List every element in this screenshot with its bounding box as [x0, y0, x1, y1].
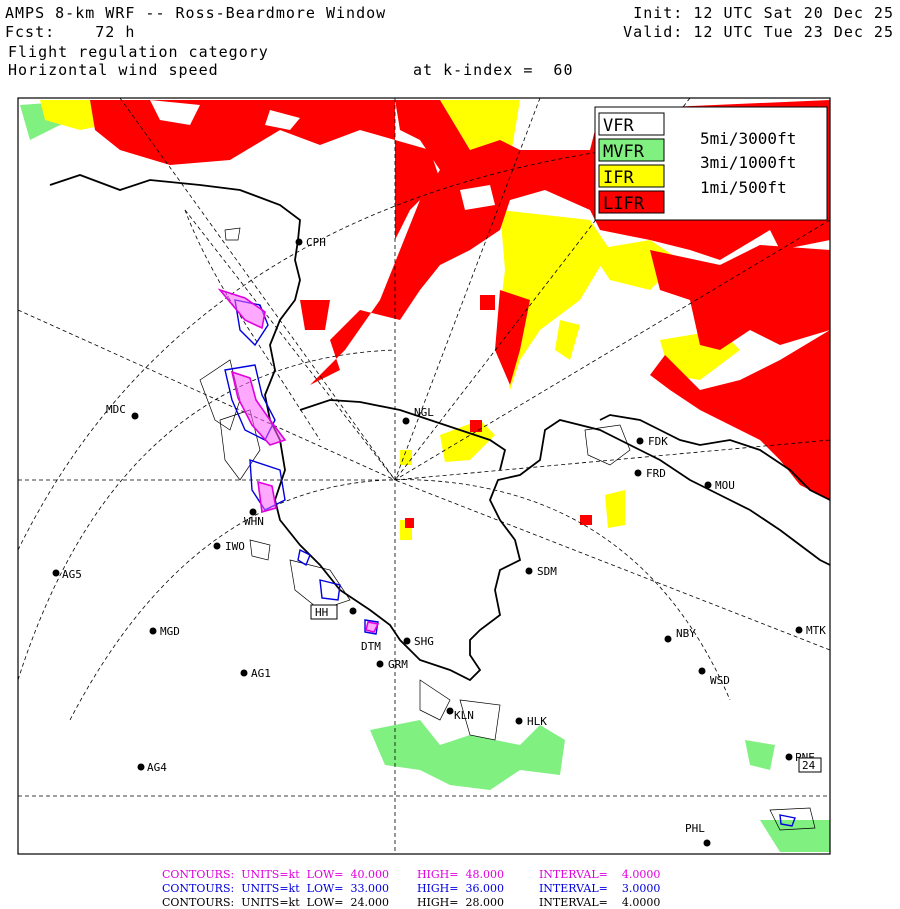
legend-swatch-lifr: [598, 190, 665, 214]
station-label-mgd: MGD: [160, 625, 180, 638]
station-marker-hlk: [515, 717, 523, 725]
legend-code-ifr: IFR: [603, 168, 634, 188]
station-label-mtk: MTK: [806, 624, 826, 637]
field-name-2: Horizontal wind speed: [8, 61, 219, 79]
boxed-labels: 24 HH: [310, 604, 822, 773]
station-marker-cph: [295, 238, 303, 246]
station-label-hlk: HLK: [527, 715, 547, 728]
station-label-sdm: SDM: [537, 565, 557, 578]
station-marker-pne: [785, 753, 793, 761]
contour-footer-blue: CONTOURS: UNITS=kt LOW= 33.000 HIGH= 36.…: [162, 882, 661, 895]
valid-time: Valid: 12 UTC Tue 23 Dec 25: [623, 23, 894, 41]
station-marker-mtk: [795, 626, 803, 634]
station-label-shg: SHG: [414, 635, 434, 648]
station-marker-grm: [376, 660, 384, 668]
station-marker-nby: [664, 635, 672, 643]
contour-footer-black: CONTOURS: UNITS=kt LOW= 24.000 HIGH= 28.…: [162, 896, 661, 909]
station-label-ngl: NGL: [414, 406, 434, 419]
station-label-ag1: AG1: [251, 667, 271, 680]
station-label-frd: FRD: [646, 467, 666, 480]
field-name-1: Flight regulation category: [8, 43, 269, 61]
station-marker-phl: [703, 839, 711, 847]
station-label-mdc: MDC: [106, 403, 126, 416]
station-label-kln: KLN: [454, 709, 474, 722]
wind-contour-magenta: [217, 288, 380, 633]
legend-limit-mvfr: 3mi/1000ft: [700, 153, 796, 172]
station-label-fdk: FDK: [648, 435, 668, 448]
station-markers: CPH NGL MDC FDK FRD MOU WHN IWO AG5 SDM …: [52, 236, 826, 847]
legend-swatch-ifr: [598, 164, 665, 188]
station-label-wsd: WSD: [710, 674, 730, 687]
station-marker-frd: [634, 469, 642, 477]
station-marker-ag4: [137, 763, 145, 771]
boxed-label-24: 24: [802, 759, 816, 772]
map-frame: [17, 97, 831, 855]
legend-code-vfr: VFR: [603, 116, 634, 136]
station-label-phl: PHL: [685, 822, 705, 835]
legend-swatch-mvfr: [598, 138, 665, 162]
station-label-dtm: DTM: [361, 640, 381, 653]
station-marker-shg: [403, 637, 411, 645]
level-label: at k-index = 60: [413, 61, 574, 79]
station-marker-wsd: [698, 667, 706, 675]
init-time: Init: 12 UTC Sat 20 Dec 25: [633, 4, 894, 22]
station-label-whn: WHN: [244, 515, 264, 528]
station-label-mou: MOU: [715, 479, 735, 492]
station-marker-ngl: [402, 417, 410, 425]
chart-title: AMPS 8-km WRF -- Ross-Beardmore Window: [5, 4, 387, 22]
legend-code-lifr: LIFR: [603, 194, 645, 214]
station-label-cph: CPH: [306, 236, 326, 249]
legend-swatch-vfr: [598, 112, 665, 136]
station-marker-mou: [704, 481, 712, 489]
legend-limit-ifr: 1mi/500ft: [700, 178, 787, 197]
station-marker-ag5: [52, 569, 60, 577]
station-marker-ag1: [240, 669, 248, 677]
vfr-region: [150, 100, 495, 210]
station-label-iwo: IWO: [225, 540, 245, 553]
station-label-ag4: AG4: [147, 761, 167, 774]
station-marker-dtm: [349, 607, 357, 615]
station-marker-kln: [446, 707, 454, 715]
legend-limit-vfr: 5mi/3000ft: [700, 129, 796, 148]
contour-footer-magenta: CONTOURS: UNITS=kt LOW= 40.000 HIGH= 48.…: [162, 868, 661, 881]
station-label-nby: NBY: [676, 627, 696, 640]
station-marker-mdc: [131, 412, 139, 420]
coastline: [49, 174, 830, 682]
station-label-grm: GRM: [388, 658, 408, 671]
station-marker-fdk: [636, 437, 644, 445]
station-marker-iwo: [213, 542, 221, 550]
station-label-ag5: AG5: [62, 568, 82, 581]
station-marker-whn: [249, 508, 257, 516]
station-marker-mgd: [149, 627, 157, 635]
station-marker-sdm: [525, 567, 533, 575]
boxed-label-hh: HH: [315, 606, 328, 619]
forecast-hour: Fcst: 72 h: [5, 23, 136, 41]
legend: VFR MVFR IFR LIFR 5mi/3000ft 3mi/1000ft …: [594, 106, 828, 221]
legend-code-mvfr: MVFR: [603, 142, 645, 162]
